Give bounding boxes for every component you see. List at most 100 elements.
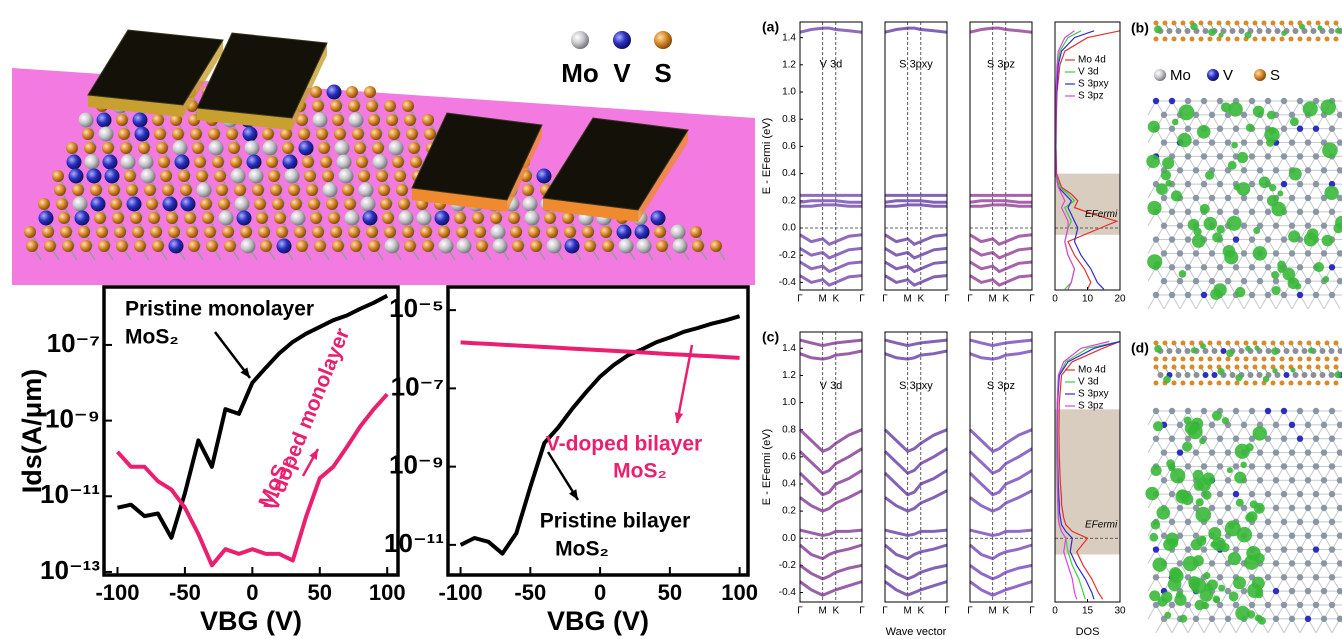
atom [1169,126,1175,132]
atom [42,226,54,238]
atom [1193,195,1199,201]
atom [1239,348,1245,354]
band [970,491,1032,511]
density [1170,468,1185,483]
k-tick-label: K [1002,606,1009,617]
k-tick-label: Γ [797,294,803,305]
atom [1281,574,1287,580]
density [1236,499,1244,507]
atom [1337,250,1342,256]
atom [1217,209,1223,215]
atom [335,141,350,156]
atom [231,169,246,184]
density [1171,190,1182,201]
atom [328,212,340,224]
atom [1280,365,1285,370]
atom [1217,21,1222,26]
atom [1271,21,1276,26]
atom [1305,250,1311,256]
atom [1289,357,1294,362]
atom [1190,357,1195,362]
atom [1230,28,1236,34]
atom [1209,278,1215,284]
dos-tick-label: 0 [1052,606,1058,617]
atom [1293,348,1299,354]
figure: MoVS-100-5005010010⁻⁷10⁻⁹10⁻¹¹10⁻¹³VBG (… [0,0,1342,639]
k-tick-label: Γ [882,606,888,617]
density [1234,472,1246,484]
band [885,201,947,202]
atom [1176,348,1182,354]
atom [1203,372,1209,378]
atom [1316,37,1321,42]
atom [366,100,378,112]
band [800,340,862,346]
atom [1169,602,1175,608]
atom [262,128,274,140]
atom [1193,250,1199,256]
band [800,491,862,511]
atom [87,169,102,184]
atom [160,170,172,182]
atom [637,239,652,254]
atom [249,169,264,184]
atom [424,128,436,140]
density [1271,347,1279,355]
atom [435,211,450,226]
atom [1233,408,1239,414]
atom [1337,167,1342,173]
y-axis-label: E - EFermi (eV) [761,429,773,505]
atom [1289,560,1295,566]
k-tick-label: Γ [1029,294,1035,305]
atom [439,239,454,254]
atom [1289,21,1294,26]
legend-label: Mo [1170,67,1191,84]
atom [1297,546,1303,552]
x-tick-label: 100 [721,580,758,605]
atom [673,239,688,254]
atom [1199,365,1204,370]
atom [1209,505,1215,511]
band [800,449,862,473]
band [885,351,947,359]
density [1222,417,1229,424]
atom [1316,341,1321,346]
density [1197,125,1211,139]
k-tick-label: M [819,294,827,305]
atom [69,169,84,184]
atom [1241,588,1247,594]
atom [1212,348,1218,354]
atom [1209,422,1215,428]
subpanel-label: S 3pz [987,380,1015,392]
band [970,28,1032,32]
k-tick-label: M [989,606,997,617]
legend-label: Mo [561,58,599,88]
band [885,449,947,473]
atom [1313,408,1319,414]
density [1200,204,1210,214]
atom [544,212,556,224]
atom [1329,264,1335,270]
atom [1329,348,1335,354]
atom [1334,357,1339,362]
atom [112,212,124,224]
atom [283,155,298,170]
density [1208,28,1216,36]
y-tick-label: -0.4 [779,587,797,598]
atom [537,169,552,184]
atom [363,211,378,226]
atom [1167,28,1173,34]
y-tick-label: 0.8 [782,424,796,435]
atom [1302,348,1308,354]
atom [197,183,212,198]
atom [417,211,432,226]
atom [1177,422,1183,428]
density [1172,119,1179,126]
density [1152,557,1166,571]
legend-atom [1254,69,1266,81]
atom [282,142,294,154]
density [1250,500,1258,508]
atom [1313,546,1319,552]
atom [1265,98,1271,104]
atom [394,170,406,182]
